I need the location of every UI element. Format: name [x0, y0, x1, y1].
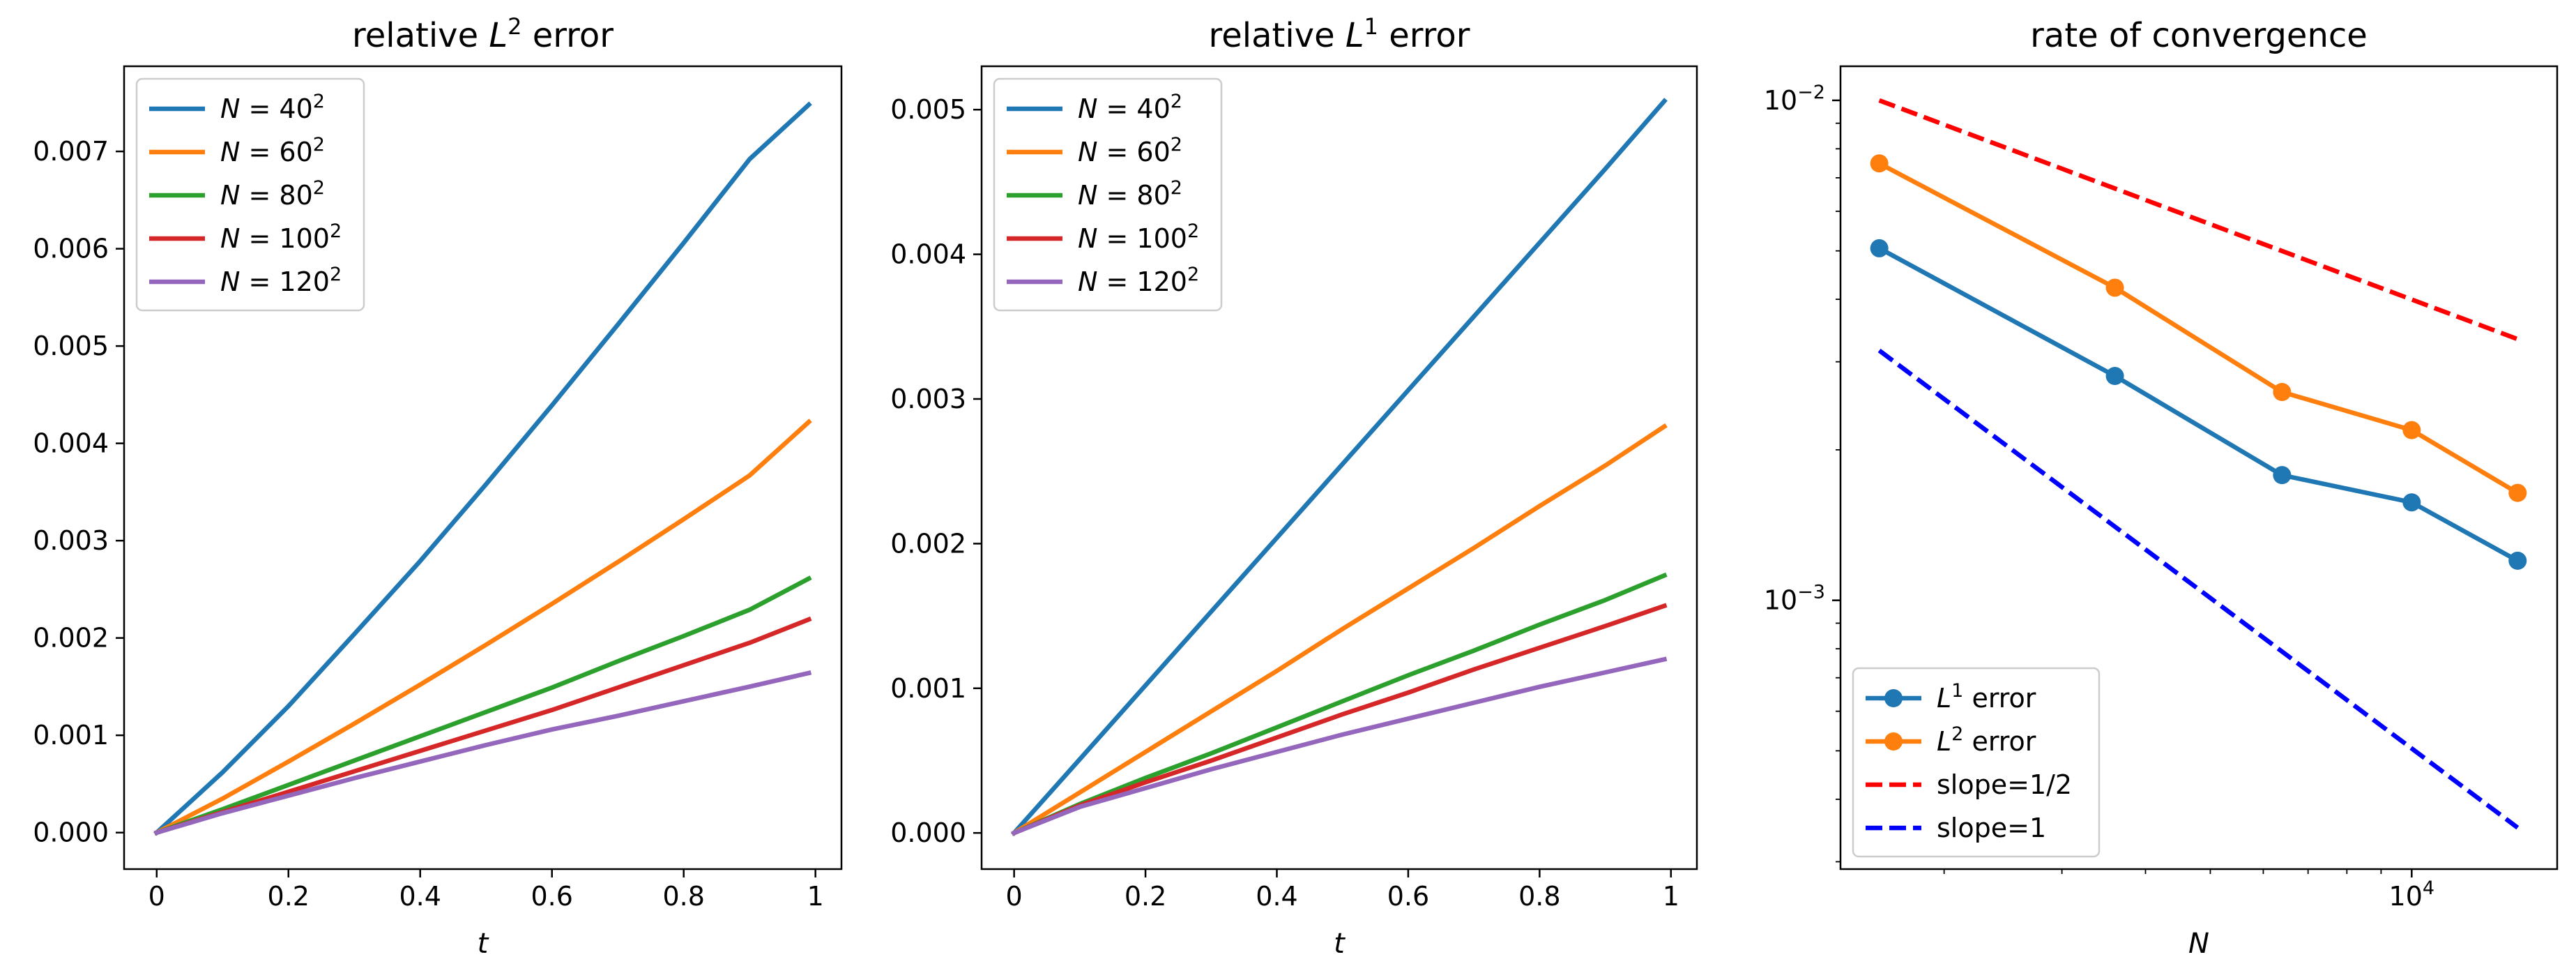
series-line-3	[1878, 98, 2519, 342]
y-tick-label: 0.005	[890, 94, 966, 125]
y-tick-label: 0.003	[33, 525, 109, 556]
series-line-2	[1011, 423, 1668, 836]
series-line-3	[1011, 572, 1668, 836]
legend-label: L1 error	[1937, 680, 2036, 714]
legend-label: N = 1002	[220, 220, 342, 254]
series-line-3	[153, 575, 812, 836]
series-point	[1870, 239, 1889, 257]
chart-title: rate of convergence	[2030, 16, 2368, 55]
y-tick-label: 0.004	[890, 239, 966, 270]
x-tick-label: 1	[807, 881, 824, 912]
x-tick-label: 0.8	[662, 881, 704, 912]
series-line-4	[153, 616, 812, 836]
legend-box	[993, 77, 1223, 312]
legend-label: L2 error	[1937, 723, 2036, 757]
y-tick-label: 0.006	[33, 234, 109, 264]
axes-frame	[980, 65, 1698, 870]
series-point	[2105, 278, 2124, 297]
y-tick-label: 0.005	[33, 331, 109, 361]
x-axis: 0 0.2 0.4 0.6 0.8 1	[148, 869, 824, 912]
y-tick-label: 0.002	[33, 623, 109, 654]
legend-label: N = 1202	[220, 264, 342, 297]
series-line-1	[1011, 98, 1668, 836]
legend-label: N = 602	[1078, 134, 1182, 167]
series-group	[1870, 98, 2527, 830]
legend-box	[135, 77, 365, 312]
x-tick-label: 0.4	[1256, 881, 1297, 912]
x-axis: 0 0.2 0.4 0.6 0.8 1	[1006, 869, 1679, 912]
y-tick-label: 0.003	[890, 384, 966, 414]
x-axis: 104	[1943, 869, 2435, 912]
series-point	[2273, 383, 2292, 402]
x-axis-label: N	[2188, 928, 2209, 960]
series-line-4	[1877, 348, 2520, 830]
series-line-4	[1011, 603, 1668, 836]
series-line-5	[1011, 656, 1668, 836]
legend-label: N = 402	[220, 91, 325, 124]
series-line-5	[153, 670, 812, 836]
x-tick-label: 0	[1006, 881, 1023, 912]
legend-label: slope=1	[1937, 813, 2046, 843]
legend: N = 402 N = 602 N = 802 N = 1002 N = 1202	[993, 77, 1223, 312]
series-group	[1011, 98, 1668, 836]
axes-frame	[123, 65, 843, 870]
legend-label: N = 402	[1078, 91, 1182, 124]
y-tick-label: 10−3	[1764, 582, 1825, 616]
y-axis: 0.000 0.001 0.002 0.003 0.004 0.005	[890, 94, 982, 848]
y-tick-label: 0.007	[33, 136, 109, 167]
chart-title: relative L1 error	[1209, 13, 1470, 55]
y-tick-label: 0.000	[890, 817, 966, 848]
legend-label: slope=1/2	[1937, 769, 2072, 800]
series-point	[2105, 367, 2124, 386]
series-group	[153, 101, 812, 836]
legend: N = 402 N = 602 N = 802 N = 1002 N = 1202	[135, 77, 365, 312]
y-tick-label: 10−2	[1764, 82, 1825, 116]
y-axis: 0.000 0.001 0.002 0.003 0.004 0.005 0.006 0.007	[33, 136, 124, 848]
x-tick-label: 0.6	[1387, 881, 1429, 912]
series-point	[2402, 493, 2421, 512]
y-tick-label: 0.002	[890, 528, 966, 559]
series-line-1	[1876, 245, 2521, 564]
y-tick-label: 0.001	[890, 673, 966, 704]
legend-box	[1852, 667, 2101, 858]
series-point	[2402, 421, 2421, 439]
x-axis-label: t	[1334, 928, 1346, 960]
series-point	[2508, 551, 2527, 570]
y-tick-label: 0.004	[33, 428, 109, 459]
y-axis: 10−3 10−2	[1764, 82, 1840, 863]
chart-title: relative L2 error	[352, 13, 613, 55]
series-point	[1870, 154, 1889, 173]
x-tick-label: 0.2	[1125, 881, 1166, 912]
series-point	[2508, 483, 2527, 502]
legend-label: N = 602	[220, 134, 325, 167]
x-tick-label: 104	[2389, 877, 2435, 912]
legend-label: N = 1202	[1078, 264, 1199, 297]
series-point	[2273, 466, 2292, 485]
legend: L1 error L2 error slope=1/2 slope=1	[1852, 667, 2101, 858]
x-tick-label: 0.8	[1518, 881, 1560, 912]
axes-frame	[1839, 65, 2559, 870]
x-tick-label: 0.2	[268, 881, 310, 912]
y-tick-label: 0.000	[33, 817, 109, 848]
x-tick-label: 0	[148, 881, 165, 912]
legend-label: N = 802	[220, 177, 325, 211]
legend-label: N = 1002	[1078, 220, 1199, 254]
x-axis-label: t	[478, 928, 489, 960]
series-line-2	[153, 419, 812, 836]
x-tick-label: 0.4	[399, 881, 441, 912]
x-tick-label: 0.6	[531, 881, 572, 912]
legend-label: N = 802	[1078, 177, 1182, 211]
series-line-1	[153, 101, 812, 836]
x-tick-label: 1	[1663, 881, 1679, 912]
legend-marker	[1884, 689, 1903, 707]
y-tick-label: 0.001	[33, 720, 109, 751]
legend-marker	[1884, 732, 1903, 751]
series-line-2	[1876, 160, 2521, 497]
